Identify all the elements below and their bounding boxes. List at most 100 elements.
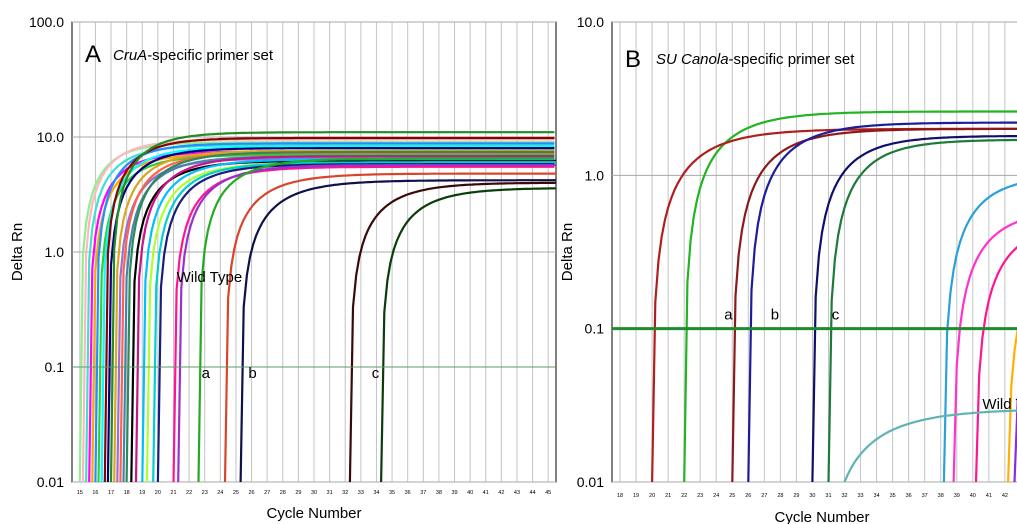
y-axis-label-a: Delta Rn — [9, 223, 26, 281]
annotation-label: b — [771, 306, 779, 323]
annotation-label: a — [724, 306, 733, 323]
y-tick-label: 0.1 — [585, 321, 605, 337]
x-tick-label: 43 — [514, 490, 520, 496]
amplification-curve — [843, 409, 1017, 482]
y-tick-label: 10.0 — [37, 129, 64, 145]
x-tick-label: 20 — [155, 490, 161, 496]
amplification-curve — [942, 183, 1017, 482]
amplification-curve — [109, 131, 555, 482]
x-tick-label: 22 — [186, 490, 192, 496]
amplification-curve — [380, 187, 556, 482]
x-tick-label: 29 — [793, 493, 799, 499]
y-tick-label: 0.01 — [577, 474, 604, 490]
amplification-curve — [731, 127, 1017, 482]
x-tick-label: 20 — [649, 493, 655, 499]
x-tick-label: 41 — [483, 490, 489, 496]
amplification-curve — [125, 150, 555, 482]
x-tick-label: 25 — [233, 490, 239, 496]
x-axis-label-b: Cycle Number — [774, 509, 869, 524]
x-tick-label: 15 — [77, 490, 83, 496]
x-ticks-b: 18 19 20 21 22 23 24 25 26 27 28 29 30 31 32 33 34 35 36 37… — [617, 493, 1008, 499]
x-tick-label: 35 — [890, 493, 896, 499]
amplification-curve — [106, 147, 555, 482]
x-tick-label: 40 — [970, 493, 976, 499]
x-tick-label: 16 — [92, 490, 98, 496]
panel-b: 18 19 20 21 22 23 24 25 26 27 28 29 30 31 32 33 34 35 36 37… — [559, 14, 1017, 524]
x-tick-label: 21 — [665, 493, 671, 499]
x-tick-label: 18 — [617, 493, 623, 499]
x-tick-label: 22 — [681, 493, 687, 499]
x-tick-label: 28 — [280, 490, 286, 496]
amplification-curve — [974, 245, 1017, 482]
x-tick-label: 29 — [295, 490, 301, 496]
x-tick-label: 19 — [633, 493, 639, 499]
x-tick-label: 32 — [841, 493, 847, 499]
x-tick-label: 37 — [922, 493, 928, 499]
amplification-curve — [152, 161, 556, 482]
x-tick-label: 39 — [954, 493, 960, 499]
x-tick-label: 26 — [248, 490, 254, 496]
x-ticks-a: 15 16 17 18 19 20 21 22 23 24 25 26 27 28 29 30 31 32 33 34… — [77, 490, 552, 496]
y-ticks-a: 0.01 0.1 1.0 10.0 100.0 — [29, 14, 64, 490]
x-tick-label: 39 — [451, 490, 457, 496]
y-ticks-b: 0.01 0.1 1.0 10.0 — [577, 14, 604, 490]
panel-letter-a: A — [85, 41, 101, 68]
x-tick-label: 38 — [436, 490, 442, 496]
y-tick-label: 1.0 — [45, 244, 65, 260]
x-tick-label: 35 — [389, 490, 395, 496]
amplification-curve — [94, 142, 555, 482]
amplification-curve — [747, 121, 1017, 482]
amplification-curve — [100, 145, 555, 482]
x-tick-label: 27 — [264, 490, 270, 496]
amplification-curve — [223, 172, 556, 482]
annotations-a: Wild Type a b c — [177, 269, 380, 382]
y-tick-label: 0.1 — [45, 359, 65, 375]
y-tick-label: 0.01 — [37, 474, 64, 490]
x-tick-label: 38 — [938, 493, 944, 499]
panel-title-b: SU Canola-specific primer set — [656, 51, 855, 68]
annotation-label: b — [248, 365, 256, 382]
y-tick-label: 1.0 — [585, 167, 605, 183]
y-axis-label-b: Delta Rn — [559, 223, 576, 281]
x-tick-label: 27 — [761, 493, 767, 499]
x-tick-label: 34 — [874, 493, 880, 499]
series-b — [612, 110, 1017, 482]
x-tick-label: 24 — [217, 490, 223, 496]
amplification-curve — [130, 159, 556, 482]
x-tick-label: 31 — [327, 490, 333, 496]
x-tick-label: 32 — [342, 490, 348, 496]
amplification-curve — [113, 149, 555, 482]
panel-letter-b: B — [625, 46, 641, 73]
x-tick-label: 28 — [777, 493, 783, 499]
amplification-curve — [348, 181, 556, 482]
x-tick-label: 34 — [373, 490, 379, 496]
x-tick-label: 30 — [809, 493, 815, 499]
annotation-label: Wild Type — [982, 396, 1017, 413]
x-tick-label: 45 — [545, 490, 551, 496]
x-tick-label: 33 — [857, 493, 863, 499]
annotation-label: c — [372, 365, 380, 382]
x-tick-label: 36 — [906, 493, 912, 499]
x-tick-label: 41 — [986, 493, 992, 499]
y-tick-label: 10.0 — [577, 14, 604, 30]
amplification-curve — [683, 110, 1017, 482]
panel-title-a: CruA-specific primer set — [113, 47, 274, 64]
annotation-label: c — [832, 306, 840, 323]
amplification-curve — [239, 179, 556, 482]
panel-a: 15 16 17 18 19 20 21 22 23 24 25 26 27 28 29 30 31 32 33 34… — [9, 14, 557, 522]
amplification-curve — [103, 136, 555, 482]
amplification-curve — [197, 157, 555, 482]
x-tick-label: 44 — [530, 490, 536, 496]
x-tick-label: 19 — [139, 490, 145, 496]
x-tick-label: 37 — [420, 490, 426, 496]
amplification-curve — [134, 155, 555, 482]
x-tick-label: 21 — [170, 490, 176, 496]
x-tick-label: 25 — [729, 493, 735, 499]
amplification-curve — [952, 220, 1017, 482]
annotation-label: a — [202, 365, 211, 382]
annotation-label: Wild Type — [177, 269, 243, 286]
x-tick-label: 33 — [358, 490, 364, 496]
x-tick-label: 30 — [311, 490, 317, 496]
x-tick-label: 31 — [825, 493, 831, 499]
